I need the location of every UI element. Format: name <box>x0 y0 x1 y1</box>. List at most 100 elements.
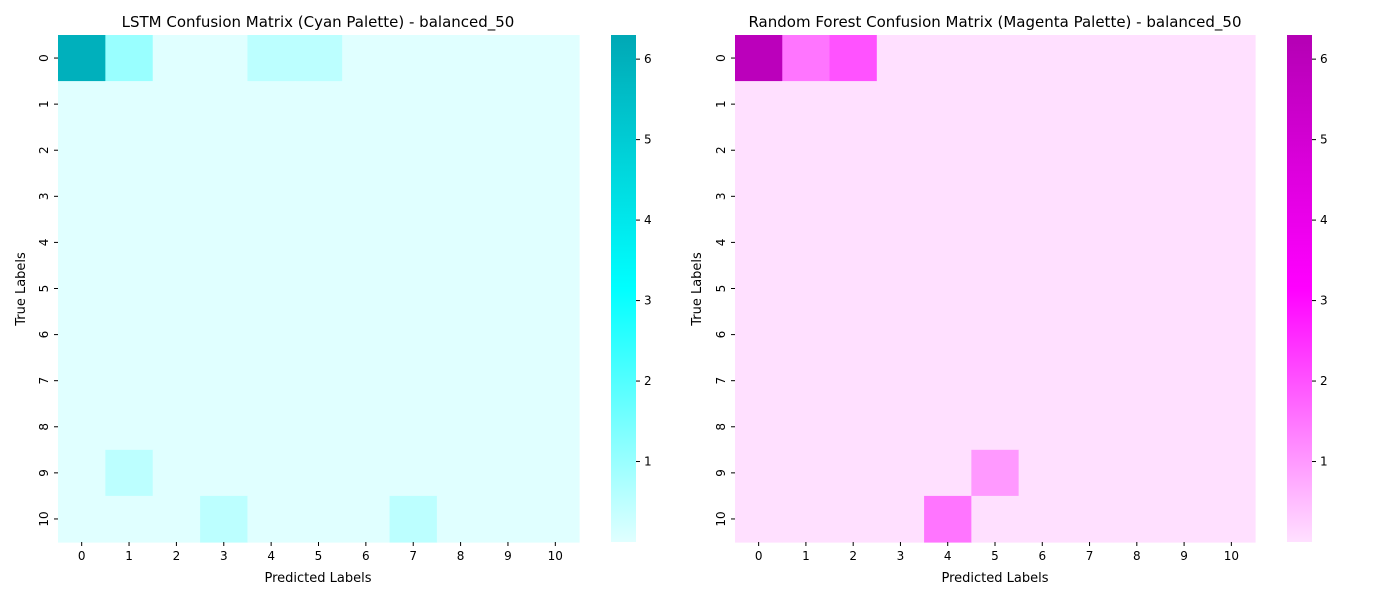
y-tick-label: 3 <box>714 192 728 200</box>
heatmap-cell <box>1160 357 1209 405</box>
x-tick-label: 5 <box>315 549 323 563</box>
heatmap-cell <box>876 357 925 405</box>
heatmap-cell <box>1018 449 1067 497</box>
heatmap-cell <box>735 449 783 497</box>
heatmap-cell <box>1207 173 1256 220</box>
heatmap-cell <box>294 449 343 497</box>
heatmap-cell <box>247 173 296 220</box>
y-tick-label: 0 <box>37 54 51 62</box>
heatmap-cell <box>1065 495 1114 543</box>
heatmap-cell <box>924 127 972 174</box>
heatmap-cell <box>484 311 533 359</box>
heatmap-cell <box>105 127 154 174</box>
colorbar-tick-label: 3 <box>644 294 652 308</box>
x-tick-label: 9 <box>1180 549 1188 563</box>
heatmap-cell <box>971 127 1020 174</box>
heatmap-cell <box>531 173 580 220</box>
heatmap-cell <box>1065 403 1114 451</box>
colorbar-gradient <box>611 35 636 542</box>
x-tick-label: 8 <box>457 549 465 563</box>
heatmap-cell <box>735 219 783 267</box>
y-tick-label: 2 <box>37 146 51 154</box>
x-axis-label: Predicted Labels <box>941 571 1048 586</box>
heatmap-cell <box>152 449 201 497</box>
heatmap-cell <box>735 127 783 174</box>
y-tick-label: 7 <box>37 377 51 385</box>
heatmap-cell <box>342 449 391 497</box>
y-tick-label: 4 <box>37 239 51 247</box>
heatmap-cell <box>876 311 925 359</box>
heatmap-cell <box>436 127 485 174</box>
heatmap-cell <box>484 265 533 313</box>
colorbar-tick-label: 2 <box>1320 374 1328 388</box>
heatmap-cell <box>876 265 925 313</box>
heatmap-cell <box>152 265 201 313</box>
heatmap-cell <box>294 127 343 174</box>
heatmap-cell <box>200 265 249 313</box>
colorbar-tick-label: 3 <box>1320 294 1328 308</box>
lstm-confusion-matrix-panel: LSTM Confusion Matrix (Cyan Palette) - b… <box>14 13 652 586</box>
heatmap-cell <box>829 127 878 174</box>
colorbar: 1 2 3 4 5 6 <box>611 35 652 542</box>
heatmap-cell <box>1018 81 1067 128</box>
heatmap-cell <box>1160 265 1209 313</box>
heatmap-cell <box>1113 127 1162 174</box>
heatmap-cell <box>294 173 343 220</box>
heatmap-cell <box>294 403 343 451</box>
heatmap-cell <box>531 35 580 82</box>
y-axis-ticks: 0 1 2 3 4 5 6 7 8 9 10 <box>37 54 58 527</box>
heatmap-cell <box>247 403 296 451</box>
heatmap-cell <box>436 265 485 313</box>
y-axis-ticks: 0 1 2 3 4 5 6 7 8 9 10 <box>714 54 735 527</box>
heatmap-cell <box>1160 81 1209 128</box>
heatmap-cell <box>58 449 106 497</box>
colorbar-tick-label: 2 <box>644 374 652 388</box>
heatmap-cell <box>389 219 438 267</box>
x-tick-label: 6 <box>362 549 370 563</box>
heatmap-cell <box>200 357 249 405</box>
heatmap-cell <box>924 311 972 359</box>
heatmap-cell <box>389 35 438 82</box>
heatmap-cell <box>782 449 831 497</box>
heatmap-cell <box>342 403 391 451</box>
heatmap-cell <box>294 311 343 359</box>
heatmap-cell <box>735 81 783 128</box>
heatmap-cell <box>389 173 438 220</box>
heatmap-cell <box>876 81 925 128</box>
heatmap-cell <box>152 403 201 451</box>
heatmap-cell <box>247 81 296 128</box>
x-axis-ticks: 0 1 2 3 4 5 6 7 8 9 10 <box>78 542 563 563</box>
heatmap-cell <box>342 127 391 174</box>
heatmap-cell <box>342 219 391 267</box>
heatmap-cell <box>876 35 925 82</box>
heatmap-cell <box>1113 81 1162 128</box>
heatmap-cell <box>1207 403 1256 451</box>
heatmap-cell <box>1113 449 1162 497</box>
heatmap-cell <box>924 173 972 220</box>
y-tick-label: 9 <box>37 469 51 477</box>
y-tick-label: 6 <box>37 331 51 339</box>
heatmap-cell <box>924 357 972 405</box>
heatmap-cell <box>436 219 485 267</box>
heatmap-cell <box>1018 127 1067 174</box>
heatmap-cell <box>782 173 831 220</box>
heatmap-cell <box>200 173 249 220</box>
heatmap-cell <box>152 127 201 174</box>
colorbar-tick-label: 6 <box>1320 52 1328 66</box>
x-tick-label: 7 <box>409 549 417 563</box>
y-tick-label: 8 <box>37 423 51 431</box>
heatmap-cell <box>971 311 1020 359</box>
y-tick-label: 0 <box>714 54 728 62</box>
heatmap-cell <box>152 219 201 267</box>
heatmap-cell <box>484 449 533 497</box>
heatmap-cell <box>531 449 580 497</box>
y-tick-label: 5 <box>714 285 728 293</box>
y-tick-label: 6 <box>714 331 728 339</box>
heatmap-cell <box>782 127 831 174</box>
heatmap-cell <box>1018 265 1067 313</box>
y-axis-label: True Labels <box>690 252 705 327</box>
heatmap-cell <box>971 35 1020 82</box>
y-tick-label: 7 <box>714 377 728 385</box>
heatmap-cell <box>436 449 485 497</box>
heatmap-cell <box>389 311 438 359</box>
